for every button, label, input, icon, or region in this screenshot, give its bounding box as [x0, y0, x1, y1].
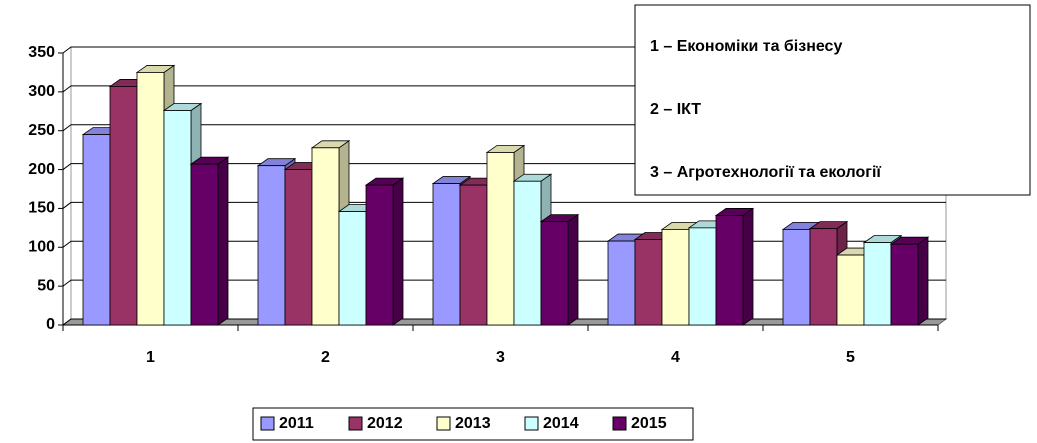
y-tick-label: 100 [28, 239, 55, 256]
legend-swatch [612, 416, 627, 431]
y-tick-label: 50 [37, 277, 55, 294]
y-tick-label: 0 [46, 316, 55, 333]
bar [284, 169, 313, 326]
bar [163, 110, 192, 326]
bar [809, 228, 838, 326]
legend-swatch [436, 416, 451, 431]
bar [715, 215, 744, 326]
bar [257, 165, 286, 326]
grid-line [62, 201, 946, 209]
bar-group [539, 213, 580, 326]
bar [432, 183, 461, 326]
bar [136, 72, 165, 326]
bar [190, 163, 219, 326]
bar [836, 254, 865, 326]
bar-group [310, 140, 351, 326]
x-tick-label: 1 [146, 349, 155, 366]
legend-label: 2014 [543, 415, 579, 432]
legend-label: 2012 [367, 415, 403, 432]
bar [782, 229, 811, 326]
y-tick-label: 150 [28, 200, 55, 217]
bar-group [889, 236, 930, 326]
bar [109, 86, 138, 326]
bar [607, 240, 636, 326]
bar [459, 184, 488, 326]
legend-swatch [260, 416, 275, 431]
bar-side [742, 207, 754, 326]
bar-side [217, 156, 229, 326]
annotation: 2 – ІКТ [650, 101, 701, 118]
bar [486, 152, 515, 326]
bar-group [189, 156, 230, 326]
bar-side [567, 213, 579, 326]
bar [634, 239, 663, 326]
bar-side [392, 177, 404, 326]
legend-label: 2013 [455, 415, 491, 432]
bar-side [917, 236, 929, 326]
annotation-box [634, 4, 1031, 196]
legend-swatch [348, 416, 363, 431]
bar [540, 221, 569, 326]
bar [82, 134, 111, 326]
bar [890, 243, 919, 326]
bar [661, 229, 690, 326]
annotation: 3 – Агротехнології та екології [650, 164, 881, 181]
x-tick-label: 4 [671, 349, 680, 366]
bar-group [364, 177, 405, 326]
bar [513, 180, 542, 326]
bar [338, 211, 367, 326]
x-tick-label: 3 [496, 349, 505, 366]
bar [311, 147, 340, 326]
y-tick-label: 250 [28, 122, 55, 139]
legend-label: 2011 [279, 415, 314, 432]
y-tick-label: 300 [28, 83, 55, 100]
bar-group [714, 207, 755, 326]
legend-swatch [524, 416, 539, 431]
bar [863, 242, 892, 326]
bar [688, 227, 717, 326]
legend-label: 2015 [631, 415, 667, 432]
x-tick-label: 2 [321, 349, 330, 366]
y-tick-label: 350 [28, 44, 55, 61]
bar [365, 184, 394, 326]
y-tick-label: 200 [28, 161, 55, 178]
annotation: 1 – Економіки та бізнесу [650, 38, 842, 55]
x-tick-label: 5 [846, 349, 855, 366]
